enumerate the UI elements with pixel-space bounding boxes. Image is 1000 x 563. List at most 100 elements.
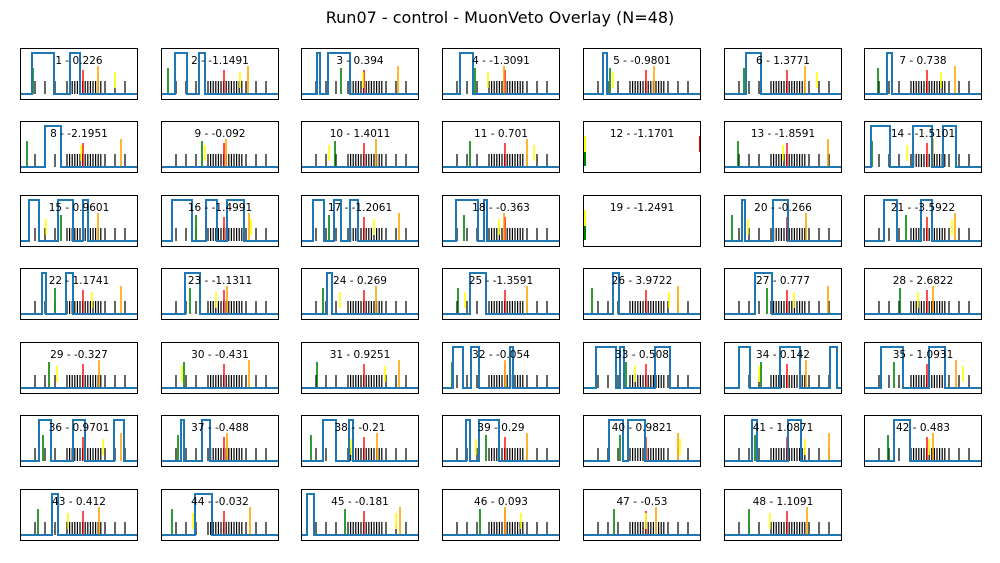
trace-line bbox=[725, 199, 841, 242]
panel-plot bbox=[584, 507, 700, 536]
panel-40: 40 - 0.9821 bbox=[583, 415, 701, 467]
panel-21: 21 - -3.5922 bbox=[864, 195, 982, 247]
panel-plot bbox=[725, 346, 841, 389]
trace-line bbox=[162, 493, 278, 536]
panel-plot bbox=[443, 346, 559, 389]
panel-24: 24 - 0.269 bbox=[301, 268, 419, 320]
panel-plot bbox=[725, 419, 841, 462]
trace-line bbox=[302, 272, 418, 315]
trace-line bbox=[443, 419, 559, 462]
panel-4: 4 - -1.3091 bbox=[442, 48, 560, 100]
panel-16: 16 - -1.4991 bbox=[161, 195, 279, 247]
trace-line bbox=[302, 493, 418, 536]
panel-33: 33 - 0.508 bbox=[583, 342, 701, 394]
trace-line bbox=[865, 346, 981, 389]
panel-plot bbox=[443, 139, 559, 168]
trace-line bbox=[584, 346, 700, 389]
panel-20: 20 - -0.266 bbox=[724, 195, 842, 247]
panel-47: 47 - -0.53 bbox=[583, 489, 701, 541]
panel-plot bbox=[725, 139, 841, 168]
panel-plot bbox=[584, 346, 700, 389]
panel-plot bbox=[865, 52, 981, 95]
panel-plot bbox=[21, 493, 137, 536]
panel-7: 7 - 0.738 bbox=[864, 48, 982, 100]
panel-plot bbox=[21, 52, 137, 95]
panel-plot bbox=[443, 52, 559, 95]
panel-plot bbox=[21, 360, 137, 389]
trace-line bbox=[21, 52, 137, 95]
trace-line bbox=[443, 52, 559, 95]
trace-line bbox=[584, 419, 700, 462]
panel-plot bbox=[584, 272, 700, 315]
trace-line bbox=[162, 52, 278, 95]
panel-31: 31 - 0.9251 bbox=[301, 342, 419, 394]
panel-12: 12 - -1.1701 bbox=[583, 121, 701, 173]
panel-42: 42 - 0.483 bbox=[864, 415, 982, 467]
panel-plot bbox=[725, 272, 841, 315]
trace-line bbox=[865, 199, 981, 242]
panel-plot bbox=[302, 139, 418, 168]
panel-23: 23 - -1.1311 bbox=[161, 268, 279, 320]
panel-plot bbox=[302, 360, 418, 389]
panel-27: 27 - 0.777 bbox=[724, 268, 842, 320]
panel-34: 34 - 0.142 bbox=[724, 342, 842, 394]
trace-line bbox=[21, 199, 137, 242]
panel-8: 8 - -2.1951 bbox=[20, 121, 138, 173]
panel-28: 28 - 2.6822 bbox=[864, 268, 982, 320]
trace-line bbox=[443, 199, 559, 242]
panel-18: 18 - -0.363 bbox=[442, 195, 560, 247]
trace-line bbox=[584, 272, 700, 315]
panel-44: 44 - -0.032 bbox=[161, 489, 279, 541]
trace-line bbox=[162, 272, 278, 315]
panel-5: 5 - -0.9801 bbox=[583, 48, 701, 100]
panel-1: 1 - 0.226 bbox=[20, 48, 138, 100]
panel-30: 30 - -0.431 bbox=[161, 342, 279, 394]
panel-15: 15 - 0.9601 bbox=[20, 195, 138, 247]
trace-line bbox=[21, 272, 137, 315]
panel-plot bbox=[21, 272, 137, 315]
figure-title: Run07 - control - MuonVeto Overlay (N=48… bbox=[325, 8, 675, 27]
panel-9: 9 - -0.092 bbox=[161, 121, 279, 173]
panel-13: 13 - -1.8591 bbox=[724, 121, 842, 173]
panel-plot bbox=[865, 419, 981, 462]
trace-line bbox=[162, 419, 278, 462]
panel-2: 2 - -1.1491 bbox=[161, 48, 279, 100]
panel-plot bbox=[443, 199, 559, 242]
trace-line bbox=[725, 346, 841, 389]
trace-line bbox=[162, 199, 278, 242]
panel-plot bbox=[302, 419, 418, 462]
panel-22: 22 - 1.1741 bbox=[20, 268, 138, 320]
panel-29: 29 - -0.327 bbox=[20, 342, 138, 394]
panel-plot bbox=[302, 493, 418, 536]
trace-line bbox=[21, 419, 137, 462]
panel-19: 19 - -1.2491 bbox=[583, 195, 701, 247]
panel-25: 25 - -1.3591 bbox=[442, 268, 560, 320]
trace-line bbox=[725, 52, 841, 95]
panel-3: 3 - 0.394 bbox=[301, 48, 419, 100]
panel-46: 46 - 0.093 bbox=[442, 489, 560, 541]
panel-plot bbox=[302, 199, 418, 242]
panel-plot bbox=[162, 419, 278, 462]
trace-line bbox=[865, 419, 981, 462]
trace-line bbox=[302, 199, 418, 242]
panel-32: 32 - -0.054 bbox=[442, 342, 560, 394]
trace-line bbox=[584, 52, 700, 95]
trace-line bbox=[865, 125, 981, 168]
panel-39: 39 - 0.29 bbox=[442, 415, 560, 467]
panel-14: 14 - -1.5101 bbox=[864, 121, 982, 173]
panel-plot bbox=[21, 419, 137, 462]
panel-plot bbox=[162, 360, 278, 389]
panel-plot bbox=[584, 210, 586, 240]
panel-plot bbox=[302, 52, 418, 95]
panel-plot bbox=[21, 199, 137, 242]
panel-plot bbox=[865, 346, 981, 389]
panel-48: 48 - 1.1091 bbox=[724, 489, 842, 541]
panel-plot bbox=[443, 507, 559, 536]
panel-plot bbox=[162, 493, 278, 536]
panel-plot bbox=[162, 52, 278, 95]
trace-line bbox=[725, 272, 841, 315]
panel-11: 11 - 0.701 bbox=[442, 121, 560, 173]
panel-plot bbox=[162, 272, 278, 315]
trace-line bbox=[443, 346, 559, 389]
